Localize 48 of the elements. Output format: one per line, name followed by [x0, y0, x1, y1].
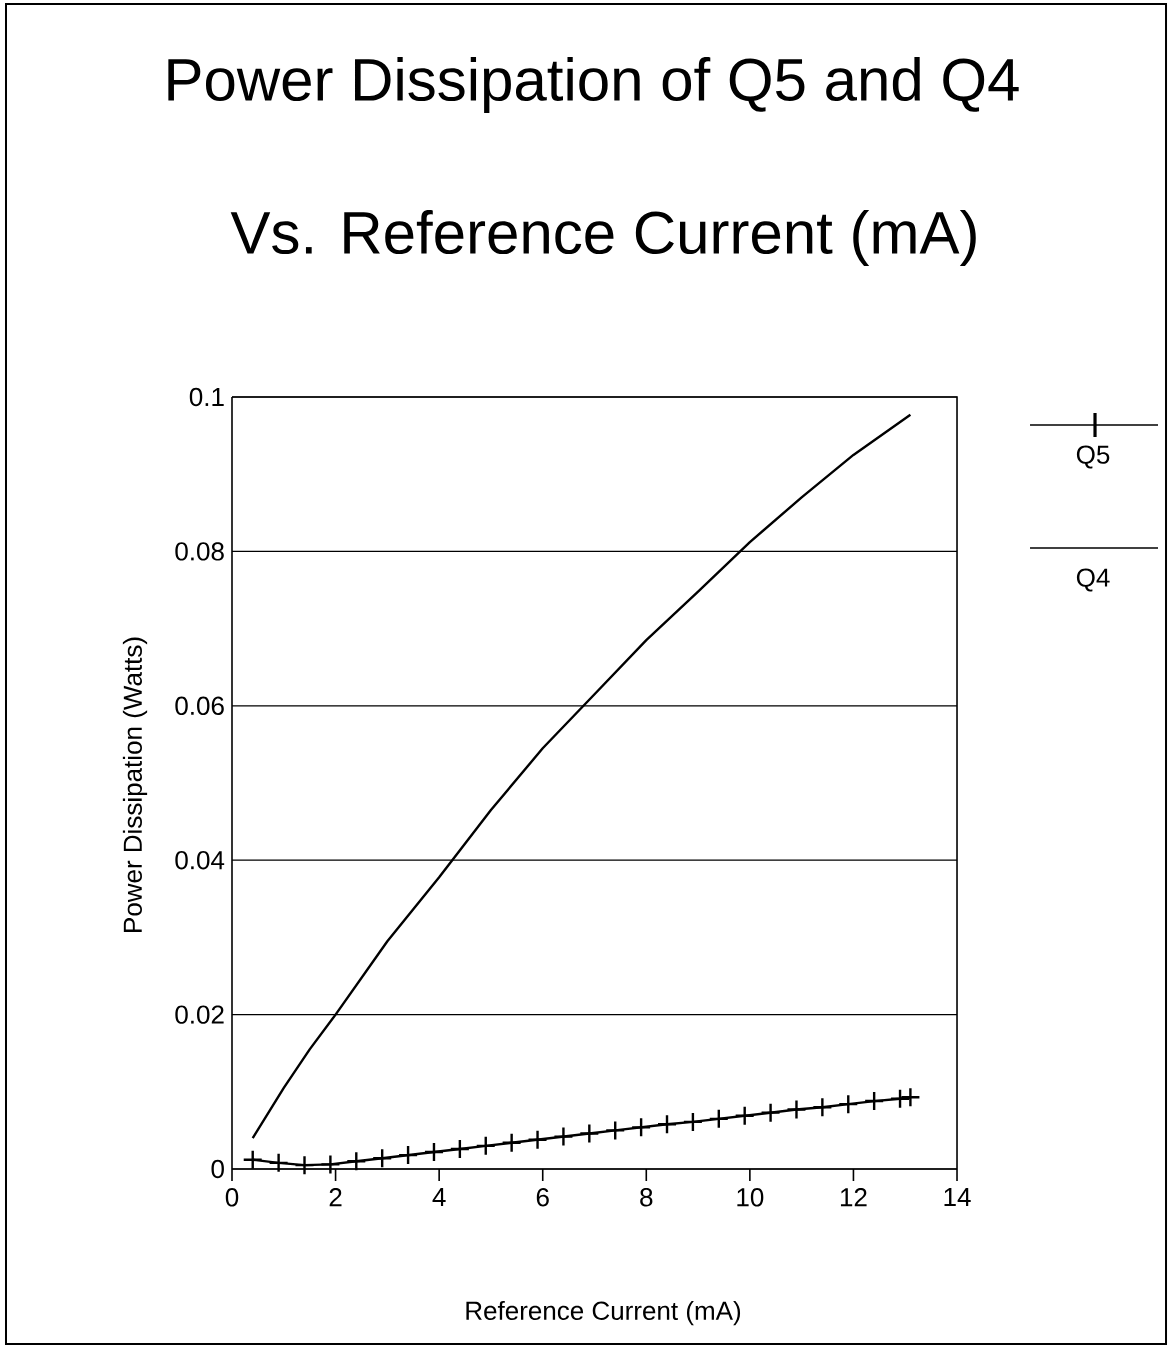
point — [838, 1093, 859, 1115]
legend-label: Q4 — [1076, 568, 1110, 592]
x-tick-label: 8 — [640, 1188, 653, 1207]
x-tick-label: 4 — [432, 1188, 446, 1206]
point — [786, 1099, 807, 1120]
point — [397, 1144, 419, 1166]
x-tick-label: 6 — [536, 1188, 549, 1207]
point — [475, 1135, 496, 1157]
point — [423, 1141, 445, 1163]
x-tick-label: 10 — [737, 1188, 764, 1207]
x-tick-label: 14 — [944, 1188, 971, 1206]
y-tick-label: 0.04 — [175, 851, 225, 870]
point — [863, 1090, 885, 1112]
y-tick-label: 0.1 — [189, 387, 224, 407]
point — [346, 1151, 367, 1172]
y-tick-label: 0.06 — [175, 696, 224, 716]
y-tick-label: 0 — [211, 1159, 224, 1179]
x-tick-label: 0 — [225, 1188, 239, 1207]
point — [527, 1129, 548, 1150]
y-tick-label: 0.02 — [175, 1005, 224, 1024]
point — [900, 1087, 921, 1108]
point — [371, 1148, 393, 1169]
x-tick-label: 2 — [329, 1188, 342, 1207]
x-axis-title: Reference Current (mA) — [466, 1300, 741, 1326]
point — [579, 1123, 600, 1144]
point — [294, 1154, 315, 1176]
legend-label: Q5 — [1076, 445, 1110, 469]
point — [320, 1154, 341, 1175]
point — [268, 1152, 289, 1174]
point — [242, 1149, 263, 1170]
point — [630, 1117, 652, 1138]
y-tick-label: 0.08 — [175, 542, 224, 561]
point — [656, 1114, 678, 1135]
point — [889, 1088, 911, 1109]
point — [734, 1105, 755, 1126]
point — [501, 1132, 522, 1153]
point — [449, 1138, 471, 1160]
point — [708, 1108, 729, 1130]
chart-title: Power Dissipation of Q5 and Q4 — [168, 57, 1019, 113]
chart-subtitle: Vs. Reference Current (mA) — [230, 210, 976, 266]
point — [812, 1097, 833, 1118]
x-tick-label: 12 — [840, 1188, 867, 1207]
line-series — [251, 413, 912, 1140]
point — [760, 1102, 781, 1123]
point — [682, 1111, 704, 1133]
y-axis-title: Power Dissipation (Watts) — [122, 637, 148, 932]
point — [605, 1120, 626, 1141]
point — [553, 1126, 574, 1147]
